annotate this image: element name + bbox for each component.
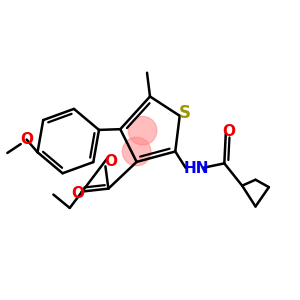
- Circle shape: [122, 137, 151, 166]
- Text: HN: HN: [183, 161, 209, 176]
- Text: O: O: [104, 154, 117, 169]
- Text: O: O: [222, 124, 235, 139]
- Text: S: S: [179, 104, 191, 122]
- Circle shape: [128, 116, 157, 145]
- Text: O: O: [72, 187, 85, 202]
- Text: O: O: [20, 131, 33, 146]
